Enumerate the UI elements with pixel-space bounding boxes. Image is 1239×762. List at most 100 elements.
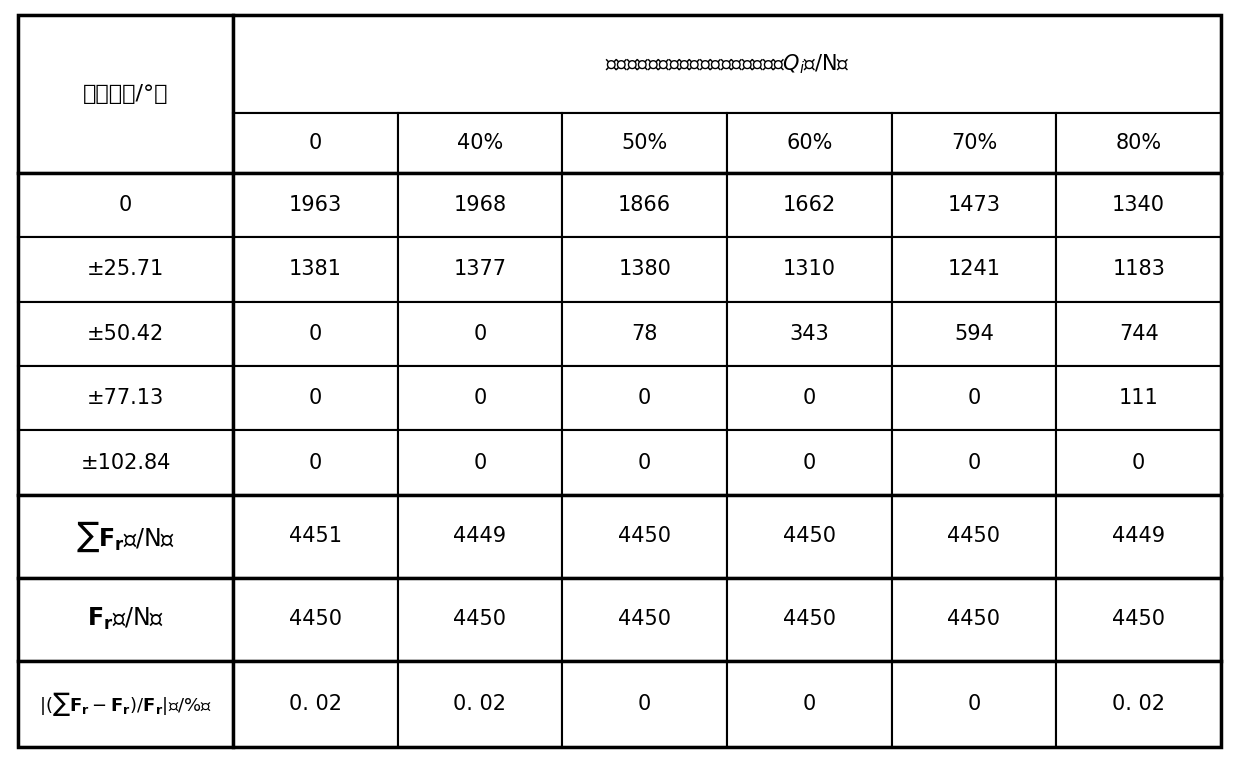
Text: 1473: 1473: [948, 195, 1001, 215]
Bar: [1057, 302, 1220, 366]
Text: 0. 02: 0. 02: [289, 694, 342, 714]
Bar: [1057, 578, 1220, 661]
Bar: [1057, 237, 1220, 302]
Text: 4449: 4449: [453, 527, 507, 546]
Bar: [233, 113, 398, 173]
Bar: [233, 366, 398, 431]
Bar: [1057, 366, 1220, 431]
Bar: [233, 302, 398, 366]
Text: ±77.13: ±77.13: [87, 389, 164, 408]
Bar: [892, 237, 1057, 302]
Text: 111: 111: [1119, 389, 1158, 408]
Bar: [563, 431, 727, 495]
Text: 0: 0: [1132, 453, 1145, 472]
Text: 4450: 4450: [783, 610, 836, 629]
Text: 4450: 4450: [618, 527, 672, 546]
Bar: [398, 366, 563, 431]
Text: 78: 78: [632, 324, 658, 344]
Text: 60%: 60%: [787, 133, 833, 152]
Bar: [727, 173, 892, 237]
Text: 0: 0: [803, 389, 817, 408]
Bar: [398, 578, 563, 661]
Bar: [19, 661, 233, 747]
Bar: [398, 431, 563, 495]
Bar: [398, 495, 563, 578]
Bar: [19, 302, 233, 366]
Bar: [727, 366, 892, 431]
Text: 4450: 4450: [1113, 610, 1165, 629]
Bar: [398, 173, 563, 237]
Text: 4451: 4451: [289, 527, 342, 546]
Text: 1241: 1241: [948, 259, 1001, 280]
Bar: [398, 113, 563, 173]
Text: 0: 0: [473, 453, 487, 472]
Text: 1380: 1380: [618, 259, 672, 280]
Text: 不同空心度，不同位置角的滚动体载荷$Q_i$（/N）: 不同空心度，不同位置角的滚动体载荷$Q_i$（/N）: [605, 52, 849, 75]
Text: 70%: 70%: [950, 133, 997, 152]
Text: 0: 0: [309, 133, 322, 152]
Bar: [19, 366, 233, 431]
Text: 4449: 4449: [1113, 527, 1165, 546]
Text: 4450: 4450: [453, 610, 507, 629]
Bar: [19, 173, 233, 237]
Text: 0: 0: [309, 389, 322, 408]
Bar: [563, 578, 727, 661]
Text: 1968: 1968: [453, 195, 507, 215]
Bar: [398, 302, 563, 366]
Bar: [398, 661, 563, 747]
Bar: [19, 578, 233, 661]
Text: 0: 0: [968, 389, 980, 408]
Bar: [233, 237, 398, 302]
Text: $\sum\mathbf{F}_\mathbf{r}$（/N）: $\sum\mathbf{F}_\mathbf{r}$（/N）: [76, 519, 175, 553]
Text: ±50.42: ±50.42: [87, 324, 164, 344]
Bar: [892, 431, 1057, 495]
Bar: [19, 15, 233, 173]
Bar: [892, 495, 1057, 578]
Text: 0: 0: [473, 324, 487, 344]
Text: 594: 594: [954, 324, 994, 344]
Bar: [727, 431, 892, 495]
Text: $\mathbf{F}_\mathbf{r}$（/N）: $\mathbf{F}_\mathbf{r}$（/N）: [87, 606, 164, 632]
Text: 1377: 1377: [453, 259, 507, 280]
Text: 0. 02: 0. 02: [453, 694, 507, 714]
Bar: [233, 431, 398, 495]
Text: 4450: 4450: [289, 610, 342, 629]
Text: 343: 343: [789, 324, 829, 344]
Text: 位置角（/°）: 位置角（/°）: [83, 84, 169, 104]
Bar: [19, 431, 233, 495]
Text: 0: 0: [309, 453, 322, 472]
Text: 0: 0: [968, 694, 980, 714]
Text: 0: 0: [803, 694, 817, 714]
Bar: [398, 237, 563, 302]
Text: 1183: 1183: [1113, 259, 1165, 280]
Text: 1340: 1340: [1113, 195, 1165, 215]
Bar: [727, 661, 892, 747]
Bar: [892, 578, 1057, 661]
Bar: [727, 237, 892, 302]
Bar: [563, 366, 727, 431]
Bar: [892, 661, 1057, 747]
Text: 0: 0: [803, 453, 817, 472]
Text: 4450: 4450: [948, 527, 1001, 546]
Text: 50%: 50%: [622, 133, 668, 152]
Text: 4450: 4450: [618, 610, 672, 629]
Text: 1310: 1310: [783, 259, 836, 280]
Bar: [727, 578, 892, 661]
Text: ±25.71: ±25.71: [87, 259, 164, 280]
Text: 0. 02: 0. 02: [1113, 694, 1165, 714]
Text: 4450: 4450: [783, 527, 836, 546]
Text: 80%: 80%: [1115, 133, 1162, 152]
Bar: [19, 237, 233, 302]
Text: 0: 0: [638, 694, 652, 714]
Bar: [892, 302, 1057, 366]
Bar: [233, 15, 1220, 113]
Bar: [233, 661, 398, 747]
Text: 0: 0: [309, 324, 322, 344]
Text: $|(\sum\mathbf{F}_\mathbf{r}-\mathbf{F}_\mathbf{r})/\mathbf{F}_\mathbf{r}|$（/%）: $|(\sum\mathbf{F}_\mathbf{r}-\mathbf{F}_…: [40, 690, 212, 718]
Bar: [727, 302, 892, 366]
Text: 1381: 1381: [289, 259, 342, 280]
Text: 0: 0: [473, 389, 487, 408]
Text: 0: 0: [968, 453, 980, 472]
Bar: [563, 495, 727, 578]
Bar: [1057, 173, 1220, 237]
